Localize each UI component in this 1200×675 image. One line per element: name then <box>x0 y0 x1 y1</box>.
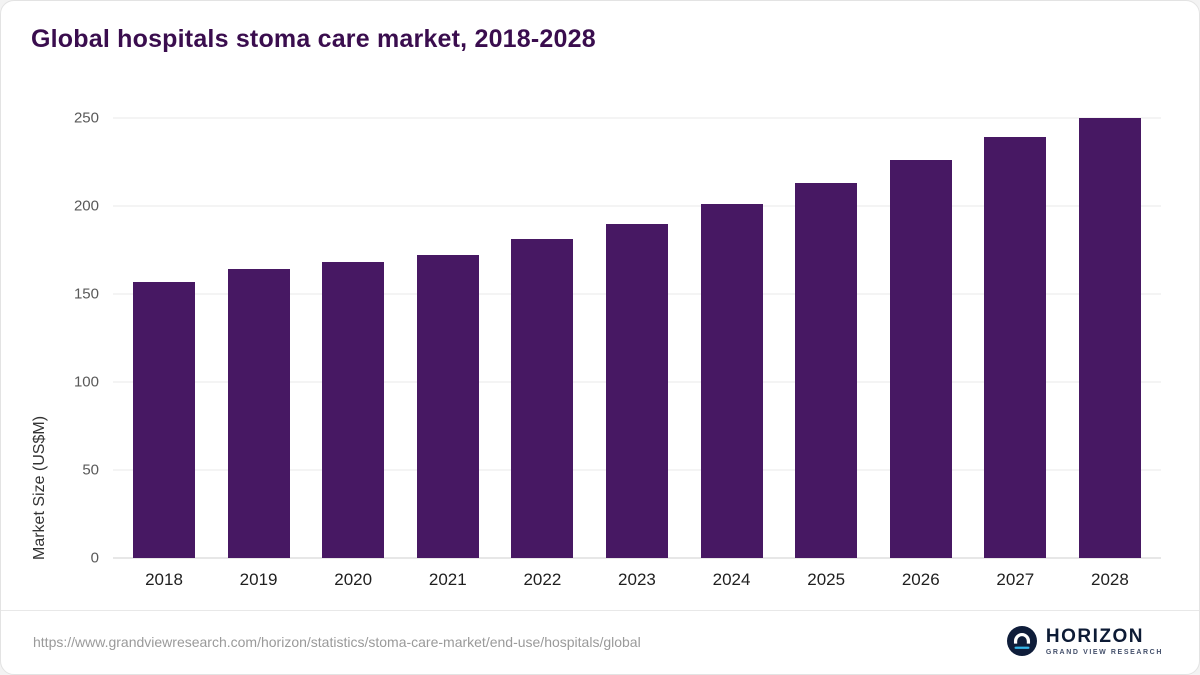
bar-chart-plot-area: 0 50 100 150 200 250 2018 2019 2020 2021 2022 2023 2… <box>74 110 1161 589</box>
chart-title: Global hospitals stoma care market, 2018… <box>31 25 596 53</box>
y-axis-label: Market Size (US$M) <box>31 415 48 560</box>
bar-2024 <box>700 204 763 558</box>
x-tick-label: 2023 <box>618 570 656 589</box>
bar-column-2025: 2025 <box>795 118 858 589</box>
bar-column-2018: 2018 <box>133 118 195 589</box>
x-tick-label: 2025 <box>807 570 846 589</box>
bar-column-2021: 2021 <box>416 118 479 589</box>
x-tick-label: 2028 <box>1091 570 1129 589</box>
x-tick-label: 2018 <box>145 570 183 589</box>
x-tick-label: 2026 <box>901 570 940 589</box>
bar-column-2019: 2019 <box>227 118 290 589</box>
bar-2022 <box>511 239 574 558</box>
x-tick-label: 2021 <box>428 570 467 589</box>
bar-column-2024: 2024 <box>700 118 763 589</box>
horizon-logo-subtitle: GRAND VIEW RESEARCH <box>1045 648 1163 656</box>
x-tick-label: 2020 <box>334 570 373 589</box>
y-tick-label: 250 <box>73 109 99 127</box>
bar-2021 <box>416 255 479 558</box>
x-tick-label: 2027 <box>996 570 1035 589</box>
horizon-logo-title: HORIZON <box>1045 625 1144 647</box>
x-tick-label: 2024 <box>712 570 751 589</box>
bar-column-2028: 2028 <box>1078 118 1141 589</box>
bar-column-2020: 2020 <box>322 118 385 589</box>
bar-column-2023: 2023 <box>605 118 668 589</box>
bar-2019 <box>227 269 290 558</box>
y-tick-label: 200 <box>73 197 99 215</box>
bar-2027 <box>984 137 1047 558</box>
y-tick-label: 50 <box>82 461 99 479</box>
gridline <box>113 205 1161 207</box>
gridline <box>113 117 1161 119</box>
bar-2025 <box>795 183 858 558</box>
horizon-logo-text: HORIZON GRAND VIEW RESEARCH <box>1046 627 1163 656</box>
y-tick-label: 0 <box>90 549 99 567</box>
footer-divider <box>1 610 1199 611</box>
bar-2020 <box>322 262 385 558</box>
y-tick-label: 100 <box>73 373 99 391</box>
bar-2018 <box>133 281 195 558</box>
bars-container: 2018 2019 2020 2021 2022 2023 2024 2025 2026 2027… <box>113 118 1161 589</box>
bar-2026 <box>889 160 952 558</box>
bar-2023 <box>605 223 668 558</box>
bar-column-2026: 2026 <box>889 118 952 589</box>
source-url: https://www.grandviewresearch.com/horizo… <box>33 634 641 650</box>
gridline <box>113 557 1161 559</box>
bar-2028 <box>1078 118 1141 558</box>
bar-column-2022: 2022 <box>511 118 574 589</box>
y-tick-label: 150 <box>73 285 99 303</box>
x-tick-label: 2022 <box>523 570 562 589</box>
x-tick-label: 2019 <box>239 570 278 589</box>
bar-column-2027: 2027 <box>984 118 1047 589</box>
horizon-logo-icon <box>1006 626 1037 656</box>
horizon-logo: HORIZON GRAND VIEW RESEARCH <box>1006 626 1163 656</box>
